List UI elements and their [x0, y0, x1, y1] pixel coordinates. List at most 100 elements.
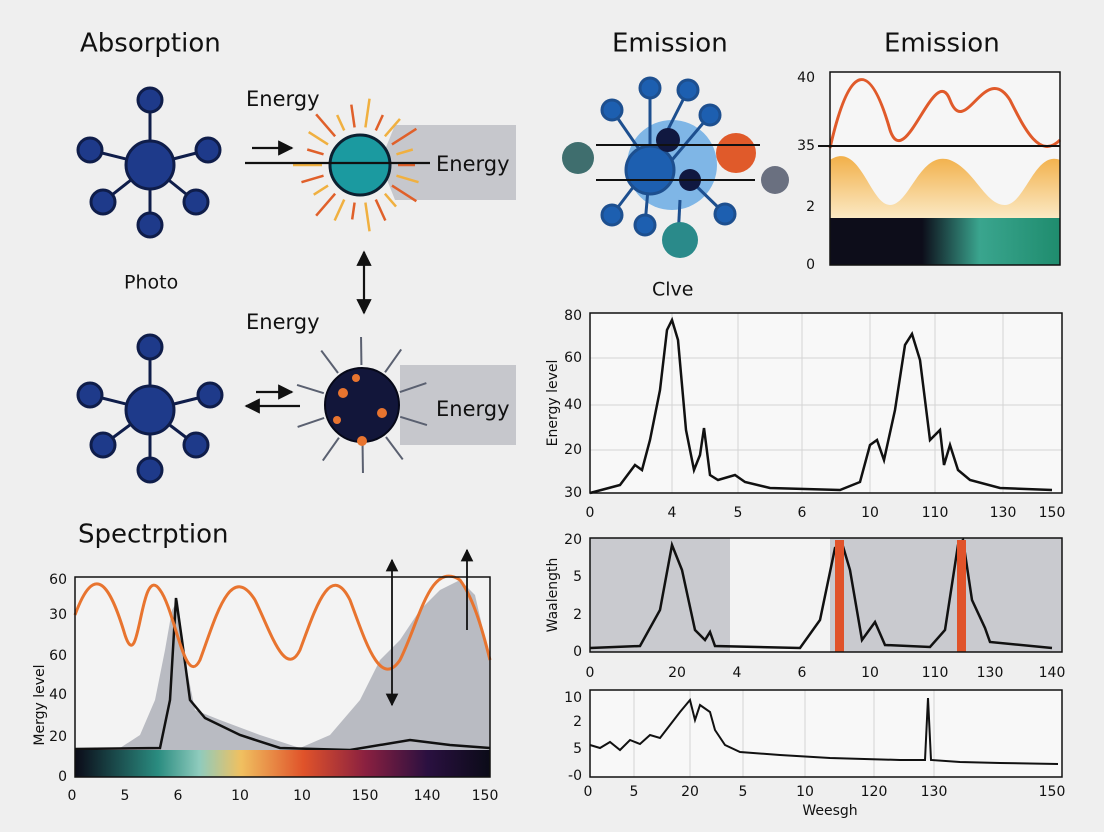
ray: [383, 192, 397, 208]
x-tick-label: 0: [586, 505, 595, 521]
ray: [391, 184, 418, 203]
x-tick-label: 130: [977, 665, 1004, 681]
ray: [350, 104, 356, 128]
x-tick-label: 0: [68, 788, 77, 804]
y-axis-label: Mergy level: [32, 664, 48, 745]
x-tick-label: 4: [733, 665, 742, 681]
y-tick-label: 2: [573, 607, 582, 623]
y-tick-label: 30: [49, 607, 67, 623]
x-tick-label: 150: [1039, 784, 1066, 800]
title: Emission: [884, 29, 1000, 59]
spike: [399, 382, 427, 394]
ray: [313, 184, 329, 196]
x-tick-label: 20: [681, 784, 699, 800]
label: Energy: [246, 87, 320, 111]
ray: [396, 174, 419, 184]
dots: [333, 374, 387, 446]
rays: [293, 98, 419, 232]
x-tick-label: 10: [293, 788, 311, 804]
arrows: [244, 140, 430, 414]
atom: [328, 133, 392, 197]
x-tick-label: 0: [584, 784, 593, 800]
x-tick-label: 150: [472, 788, 499, 804]
molecule: [76, 333, 224, 484]
spikes: [296, 336, 428, 474]
spike: [384, 348, 403, 373]
weesgh-panel: [589, 689, 1063, 778]
spike: [399, 415, 428, 427]
y-tick-label: 0: [58, 769, 67, 785]
y-tick-label: 2: [573, 714, 582, 730]
y-tick-label: 40: [49, 687, 67, 703]
beam: [400, 365, 516, 445]
ray: [374, 199, 387, 222]
x-tick-label: 20: [668, 665, 686, 681]
ray: [364, 98, 371, 128]
ray: [315, 113, 337, 138]
spike: [296, 383, 325, 395]
molecule: [562, 76, 789, 258]
atom: [324, 367, 400, 443]
y-tick-label: 20: [564, 442, 582, 458]
ray: [336, 114, 346, 131]
ray: [383, 118, 401, 138]
y-tick-label: 35: [797, 138, 815, 154]
y-tick-label: 0: [806, 257, 815, 273]
ray: [396, 148, 414, 156]
y-tick-label: 40: [564, 397, 582, 413]
x-tick-label: 5: [630, 784, 639, 800]
x-tick-label: 150: [352, 788, 379, 804]
y-tick-label: 40: [797, 70, 815, 86]
ray: [391, 127, 418, 146]
x-tick-label: 6: [174, 788, 183, 804]
y-tick-label: -0: [568, 768, 582, 784]
y-tick-label: 5: [573, 569, 582, 585]
y-tick-label: 2: [806, 199, 815, 215]
spectrum-panel: [73, 548, 492, 778]
x-tick-label: 10: [861, 505, 879, 521]
spike: [297, 416, 325, 428]
y-tick-label: 0: [573, 644, 582, 660]
x-tick-label: 10: [796, 784, 814, 800]
x-tick-label: 10: [231, 788, 249, 804]
x-tick-label: 130: [921, 784, 948, 800]
x-tick-label: 0: [586, 665, 595, 681]
x-tick-label: 110: [922, 665, 949, 681]
x-tick-label: 140: [1039, 665, 1066, 681]
y-tick-label: 10: [564, 690, 582, 706]
title: Spectrption: [78, 520, 229, 550]
y-tick-label: 60: [564, 350, 582, 366]
y-tick-label: 20: [49, 729, 67, 745]
wavelength-panel: [589, 537, 1063, 653]
x-axis-label: Weesgh: [802, 803, 857, 819]
ray: [374, 114, 384, 131]
y-tick-label: 80: [564, 308, 582, 324]
x-tick-label: 5: [734, 505, 743, 521]
ray: [364, 202, 371, 232]
spike: [321, 437, 340, 462]
molecule: [76, 86, 222, 239]
ray: [301, 174, 324, 184]
label: Photo: [124, 272, 178, 294]
emission-panel: [818, 71, 1062, 266]
x-tick-label: 130: [990, 505, 1017, 521]
x-tick-label: 120: [861, 784, 888, 800]
spike: [320, 349, 339, 374]
y-tick-label: 20: [564, 532, 582, 548]
x-tick-label: 110: [922, 505, 949, 521]
ray: [333, 199, 346, 222]
x-tick-label: 140: [414, 788, 441, 804]
y-axis-label: Energy level: [545, 360, 561, 447]
energy-panel: [589, 312, 1063, 495]
x-tick-label: 150: [1039, 505, 1066, 521]
title: Emission: [612, 29, 728, 59]
x-tick-label: 10: [861, 665, 879, 681]
spike: [385, 436, 404, 461]
x-tick-label: 5: [739, 784, 748, 800]
y-tick-label: 5: [573, 741, 582, 757]
y-tick-label: 30: [564, 485, 582, 501]
ray: [306, 148, 324, 156]
y-axis-label: Waalength: [545, 558, 561, 633]
ray: [315, 192, 337, 217]
